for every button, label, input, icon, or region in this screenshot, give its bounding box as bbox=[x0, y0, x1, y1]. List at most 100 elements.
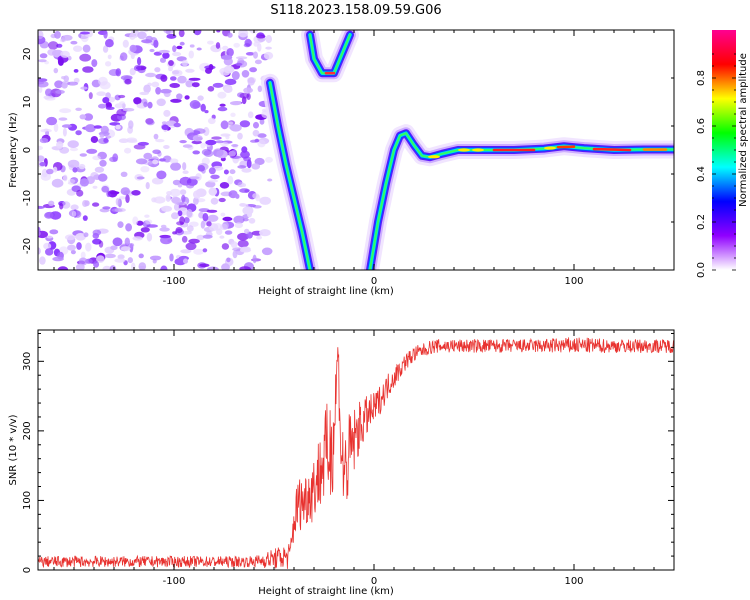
noise-blob bbox=[155, 87, 162, 95]
noise-blob bbox=[161, 121, 167, 125]
noise-blob bbox=[149, 48, 155, 53]
noise-blob bbox=[143, 84, 151, 94]
noise-blob bbox=[132, 216, 139, 225]
noise-blob bbox=[230, 112, 236, 118]
noise-blob bbox=[62, 174, 68, 182]
noise-blob bbox=[212, 82, 224, 88]
noise-blob bbox=[109, 265, 117, 270]
noise-blob bbox=[241, 168, 252, 173]
noise-blob bbox=[169, 188, 181, 197]
noise-blob bbox=[79, 31, 91, 35]
y-tick-label: 300 bbox=[22, 352, 33, 371]
noise-blob bbox=[67, 140, 79, 149]
noise-blob bbox=[168, 60, 174, 66]
noise-blob bbox=[265, 46, 272, 50]
trace-peak bbox=[472, 148, 484, 152]
noise-blob bbox=[207, 117, 216, 125]
noise-blob bbox=[120, 187, 130, 196]
noise-blob bbox=[229, 169, 236, 175]
noise-blob bbox=[61, 82, 68, 89]
noise-blob bbox=[51, 145, 62, 151]
noise-blob bbox=[124, 147, 132, 154]
noise-blob bbox=[102, 97, 110, 104]
noise-blob bbox=[238, 30, 249, 38]
snr-x-ticks: -100 0 100 bbox=[53, 330, 675, 587]
trace-peak bbox=[428, 155, 440, 159]
noise-blob bbox=[163, 145, 170, 149]
noise-blob bbox=[75, 233, 86, 241]
noise-blob bbox=[53, 123, 59, 133]
noise-blob bbox=[197, 165, 205, 172]
noise-blob bbox=[39, 137, 49, 144]
noise-blob bbox=[146, 119, 155, 126]
noise-blob bbox=[257, 133, 267, 138]
noise-blob bbox=[147, 101, 153, 109]
noise-blob bbox=[160, 74, 168, 82]
noise-blob bbox=[45, 88, 53, 97]
noise-blob bbox=[237, 165, 247, 169]
noise-blob bbox=[129, 67, 136, 76]
noise-blob bbox=[39, 256, 46, 265]
noise-blob bbox=[159, 158, 166, 162]
noise-blob bbox=[196, 234, 205, 241]
noise-blob bbox=[146, 232, 153, 242]
noise-blob bbox=[185, 68, 195, 73]
noise-blob bbox=[252, 129, 260, 137]
noise-blob bbox=[222, 221, 229, 230]
x-tick-label: -100 bbox=[163, 276, 186, 287]
noise-blob bbox=[189, 44, 195, 48]
noise-blob bbox=[223, 169, 229, 175]
noise-blob bbox=[38, 205, 45, 209]
noise-blob bbox=[132, 236, 143, 241]
noise-blob bbox=[55, 89, 65, 94]
noise-blob bbox=[72, 167, 78, 173]
noise-blob bbox=[227, 32, 233, 38]
noise-blob bbox=[38, 230, 41, 237]
noise-blob bbox=[165, 30, 171, 35]
noise-blob bbox=[49, 229, 59, 235]
noise-blob bbox=[46, 235, 53, 239]
noise-blob bbox=[131, 190, 141, 196]
noise-blob bbox=[67, 81, 79, 86]
y-tick-label: 10 bbox=[22, 96, 33, 109]
noise-blob bbox=[233, 215, 245, 224]
noise-blob bbox=[80, 251, 86, 259]
noise-blob bbox=[152, 149, 161, 155]
noise-blob bbox=[207, 86, 215, 92]
noise-blob bbox=[222, 216, 233, 222]
noise-blob bbox=[82, 66, 94, 73]
noise-blob bbox=[39, 41, 49, 49]
noise-blob bbox=[220, 70, 230, 76]
noise-blob bbox=[248, 217, 256, 224]
noise-blob bbox=[176, 45, 183, 50]
noise-blob bbox=[98, 103, 107, 109]
noise-blob bbox=[43, 242, 52, 250]
noise-blob bbox=[231, 71, 240, 80]
noise-blob bbox=[222, 45, 229, 51]
noise-blob bbox=[224, 78, 237, 85]
colorbar-ticks: 0.0 0.2 0.4 0.6 0.8 bbox=[696, 53, 736, 278]
noise-blob bbox=[173, 122, 181, 128]
noise-blob bbox=[215, 140, 224, 144]
noise-blob bbox=[182, 170, 189, 174]
noise-blob bbox=[176, 93, 183, 100]
noise-blob bbox=[153, 39, 159, 48]
noise-blob bbox=[62, 127, 67, 137]
noise-blob bbox=[107, 54, 112, 60]
noise-blob bbox=[254, 157, 265, 166]
noise-blob bbox=[220, 141, 229, 147]
noise-blob bbox=[156, 170, 167, 180]
noise-blob bbox=[125, 223, 132, 232]
noise-blob bbox=[170, 76, 177, 81]
noise-blob bbox=[259, 229, 271, 237]
noise-blob bbox=[211, 136, 222, 140]
noise-blob bbox=[44, 212, 54, 219]
noise-blob bbox=[151, 81, 160, 88]
noise-blob bbox=[49, 211, 62, 220]
noise-blob bbox=[98, 240, 104, 248]
noise-blob bbox=[193, 190, 202, 199]
noise-blob bbox=[153, 133, 159, 140]
noise-blob bbox=[230, 155, 242, 159]
